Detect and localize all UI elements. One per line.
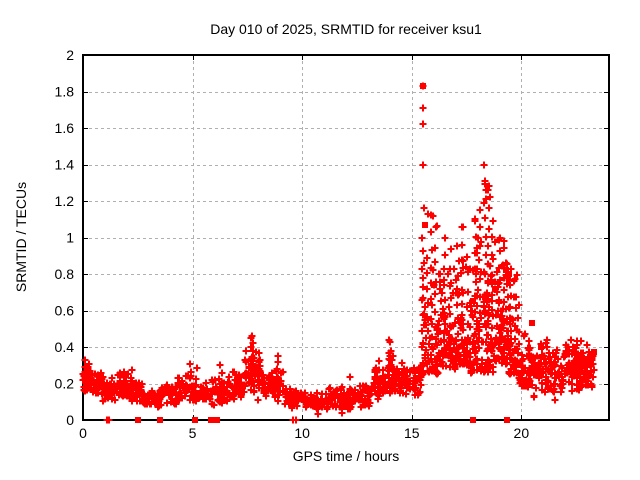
chart-title: Day 010 of 2025, SRMTID for receiver ksu…: [210, 21, 482, 37]
y-tick-label: 2: [66, 47, 74, 63]
x-tick-label: 20: [514, 425, 530, 441]
x-axis-label: GPS time / hours: [292, 448, 400, 464]
grid-lines: [83, 55, 609, 420]
y-tick-label: 1: [66, 230, 74, 246]
y-tick-label: 1.8: [55, 84, 75, 100]
y-tick-label: 1.4: [55, 157, 75, 173]
x-tick-label: 10: [294, 425, 310, 441]
y-tick-label: 1.6: [55, 120, 75, 136]
y-tick-label: 0: [66, 412, 74, 428]
x-tick-label: 5: [189, 425, 197, 441]
x-tick-label: 15: [404, 425, 420, 441]
y-tick-label: 0.4: [55, 339, 75, 355]
x-tick-label: 0: [79, 425, 87, 441]
y-tick-label: 0.2: [55, 376, 75, 392]
plot-border: [82, 54, 610, 421]
y-tick-label: 0.6: [55, 303, 75, 319]
y-tick-label: 0.8: [55, 266, 75, 282]
data-points: [79, 82, 598, 424]
y-tick-label: 1.2: [55, 193, 75, 209]
